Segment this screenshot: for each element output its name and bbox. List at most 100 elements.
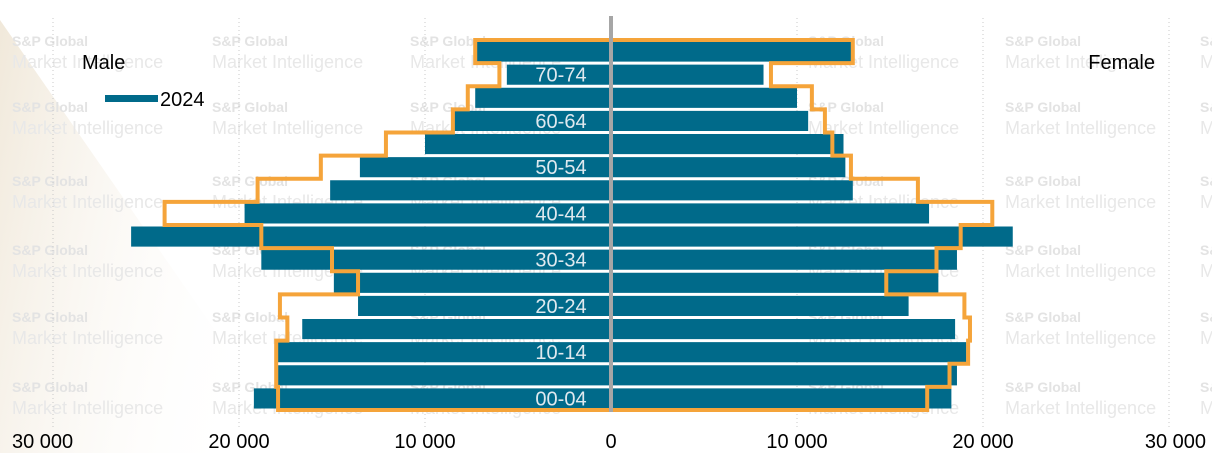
male-bar [302,319,611,340]
watermark-text: S&P Global [1200,309,1212,325]
watermark-text: Market Intelligence [1005,261,1156,281]
x-tick-label: 30 000 [12,431,73,453]
watermark-text: S&P Global [1005,99,1081,115]
watermark-text: Market Intelligence [12,261,163,281]
watermark-text: S&P Global [1005,242,1081,258]
male-bar [475,87,611,108]
female-bar [611,365,957,386]
age-label: 50-54 [535,157,586,179]
outlines [162,38,995,412]
watermark-text: S&P Global [1200,173,1212,189]
watermark-text: S&P Global [1200,33,1212,49]
x-tick-label: 10 000 [766,431,827,453]
watermark-text: S&P Global [212,173,288,189]
female-outline [611,38,995,412]
female-bar [611,87,797,108]
female-bar [611,203,930,224]
bars [131,41,1013,409]
watermark-text: S&P Global [808,99,884,115]
female-bar [611,249,957,270]
watermark-text: S&P Global [12,309,88,325]
female-bar [611,295,909,316]
watermark-text: Market Intelligence [1005,52,1156,72]
female-bar [611,180,853,201]
watermark-text: Market Intelligence [1200,118,1212,138]
watermark-text: Market Intelligence [1200,52,1212,72]
age-label: 00-04 [535,388,586,410]
watermark-text: Market Intelligence [808,118,959,138]
watermark-text: S&P Global [12,242,88,258]
age-label: 60-64 [535,111,586,133]
x-tick-labels: 30 000 20 000 10 000 0 10 000 20 000 30 000 [12,431,1206,453]
watermark-text: S&P Global [212,99,288,115]
male-bar [506,64,611,85]
watermark-text: S&P Global [12,173,88,189]
age-label: 20-24 [535,296,586,318]
watermark-text: Market Intelligence [1005,192,1156,212]
watermark-text: S&P Global [212,33,288,49]
watermark-text: Market Intelligence [12,192,163,212]
watermark-text: Market Intelligence [1200,398,1212,418]
watermark-text: Market Intelligence [12,328,163,348]
watermark-text: Market Intelligence [12,398,163,418]
x-tick-label: 0 [605,431,616,453]
watermark-text: Market Intelligence [1005,118,1156,138]
watermark-text: Market Intelligence [1200,192,1212,212]
age-label: 40-44 [535,203,586,225]
watermark-text: S&P Global [12,33,88,49]
female-bar [611,272,939,293]
watermark-text: S&P Global [12,379,88,395]
legend-label: 2024 [160,89,205,111]
x-tick-label: 20 000 [952,431,1013,453]
watermark-text: S&P Global [1200,242,1212,258]
watermark-text: Market Intelligence [12,118,163,138]
x-tick-label: 30 000 [1145,431,1206,453]
watermark-text: Market Intelligence [1200,261,1212,281]
watermark-text: Market Intelligence [12,52,163,72]
male-bar [333,272,611,293]
legend-swatch [105,95,158,102]
age-label: 70-74 [535,65,586,87]
male-bar [253,388,611,409]
watermark-text: Market Intelligence [1005,328,1156,348]
male-bar [276,342,611,363]
watermark-text: S&P Global [1005,173,1081,189]
male-bar [278,365,611,386]
female-label: Female [1088,52,1155,74]
male-outline [162,38,611,412]
age-labels: 00-04 10-14 20-24 30-34 40-44 50-54 60-64 70-74 [535,65,586,411]
male-bar [330,180,611,201]
watermark-text: S&P Global [12,99,88,115]
female-bar [611,319,956,340]
male-bar [359,157,611,178]
female-bar [611,134,844,155]
watermark-text: S&P Global [212,309,288,325]
watermark-text: Market Intelligence [1200,328,1212,348]
watermark-text: Market Intelligence [212,118,363,138]
watermark-text: S&P Global [1005,379,1081,395]
male-bar [261,249,611,270]
watermark-text: Market Intelligence [212,52,363,72]
female-bar [611,342,967,363]
female-bar [611,64,764,85]
female-bar [611,41,853,62]
watermark-text: S&P Global [1005,33,1081,49]
watermark-text: S&P Global [1200,99,1212,115]
watermark-text: S&P Global [410,33,486,49]
age-label: 30-34 [535,250,586,272]
male-bar [425,134,611,155]
age-label: 10-14 [535,342,586,364]
male-bar [358,295,611,316]
female-bar [611,110,809,131]
male-bar [475,41,611,62]
male-bar [452,110,611,131]
female-bar [611,226,1013,247]
female-bar [611,388,952,409]
female-bar [611,157,846,178]
male-label: Male [82,52,125,74]
male-bar [244,203,611,224]
watermark-text: Market Intelligence [1005,398,1156,418]
watermark-text: S&P Global [1005,309,1081,325]
watermark-text: S&P Global [1200,379,1212,395]
